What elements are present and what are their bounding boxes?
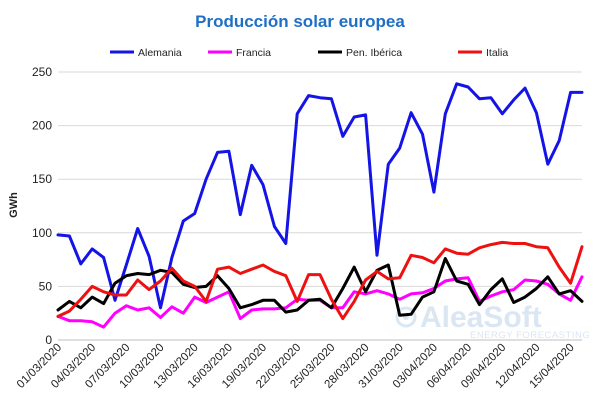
series-alemania xyxy=(56,82,584,310)
chart-legend: Alemania Francia Pen. Ibérica Italia xyxy=(110,47,508,59)
series-pen-ib-rica xyxy=(56,257,584,317)
legend-item-alemania: Alemania xyxy=(110,47,182,59)
chart-title: Producción solar europea xyxy=(195,12,405,31)
y-axis-ticks: 0 50 100 150 200 250 xyxy=(32,65,52,347)
aleasoft-watermark: AleaSoft ENERGY FORECASTING xyxy=(395,301,590,341)
y-tick-label: 100 xyxy=(32,226,52,240)
legend-label: Italia xyxy=(486,47,508,59)
y-tick-label: 150 xyxy=(32,172,52,186)
watermark-tagline: ENERGY FORECASTING xyxy=(470,330,590,341)
y-tick-label: 250 xyxy=(32,65,52,79)
legend-item-italia: Italia xyxy=(458,47,508,59)
series-lines xyxy=(56,82,584,329)
legend-item-francia: Francia xyxy=(208,47,271,59)
y-tick-label: 200 xyxy=(32,119,52,133)
legend-label: Francia xyxy=(236,47,271,59)
y-tick-label: 50 xyxy=(39,279,53,293)
legend-label: Pen. Ibérica xyxy=(346,47,402,59)
y-axis-label: GWh xyxy=(8,192,20,218)
legend-item-pen-ib-rica: Pen. Ibérica xyxy=(318,47,402,59)
y-tick-label: 0 xyxy=(45,333,52,347)
x-axis-ticks: 01/03/202004/03/202007/03/202010/03/2020… xyxy=(15,342,577,391)
watermark-brand: AleaSoft xyxy=(420,301,542,334)
legend-label: Alemania xyxy=(138,47,182,59)
series-italia xyxy=(56,240,584,321)
